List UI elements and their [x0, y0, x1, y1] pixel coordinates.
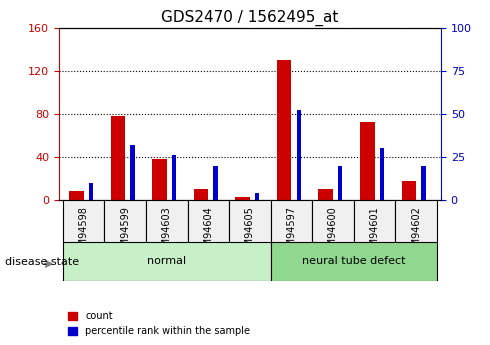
- Bar: [111, 116, 125, 200]
- Bar: [130, 145, 135, 200]
- Legend: count, percentile rank within the sample: count, percentile rank within the sample: [64, 307, 254, 340]
- Text: GSM94605: GSM94605: [245, 206, 255, 259]
- FancyBboxPatch shape: [354, 200, 395, 242]
- Bar: [296, 110, 301, 200]
- FancyBboxPatch shape: [395, 200, 437, 242]
- Text: GSM94602: GSM94602: [411, 206, 421, 259]
- FancyBboxPatch shape: [146, 200, 188, 242]
- FancyBboxPatch shape: [312, 200, 354, 242]
- Bar: [194, 189, 208, 200]
- FancyBboxPatch shape: [270, 200, 312, 242]
- FancyBboxPatch shape: [63, 200, 104, 242]
- Bar: [255, 193, 259, 200]
- Bar: [172, 155, 176, 200]
- Bar: [277, 60, 292, 200]
- Text: GSM94601: GSM94601: [369, 206, 380, 259]
- Text: neural tube defect: neural tube defect: [302, 256, 406, 266]
- Text: GSM94597: GSM94597: [287, 206, 296, 259]
- Bar: [69, 191, 84, 200]
- FancyBboxPatch shape: [188, 200, 229, 242]
- Bar: [360, 122, 374, 200]
- Text: GSM94599: GSM94599: [120, 206, 130, 259]
- Bar: [235, 197, 250, 200]
- Bar: [214, 166, 218, 200]
- Bar: [318, 189, 333, 200]
- Bar: [152, 159, 167, 200]
- FancyBboxPatch shape: [104, 200, 146, 242]
- FancyBboxPatch shape: [229, 200, 270, 242]
- Text: disease state: disease state: [5, 257, 79, 267]
- FancyBboxPatch shape: [63, 241, 270, 281]
- Bar: [380, 148, 384, 200]
- Bar: [89, 183, 93, 200]
- Bar: [421, 166, 425, 200]
- Title: GDS2470 / 1562495_at: GDS2470 / 1562495_at: [161, 10, 339, 26]
- FancyBboxPatch shape: [270, 241, 437, 281]
- Bar: [338, 166, 343, 200]
- Text: GSM94600: GSM94600: [328, 206, 338, 259]
- Text: GSM94598: GSM94598: [79, 206, 89, 259]
- Bar: [401, 181, 416, 200]
- Text: normal: normal: [147, 256, 186, 266]
- Text: GSM94603: GSM94603: [162, 206, 172, 259]
- Text: GSM94604: GSM94604: [203, 206, 213, 259]
